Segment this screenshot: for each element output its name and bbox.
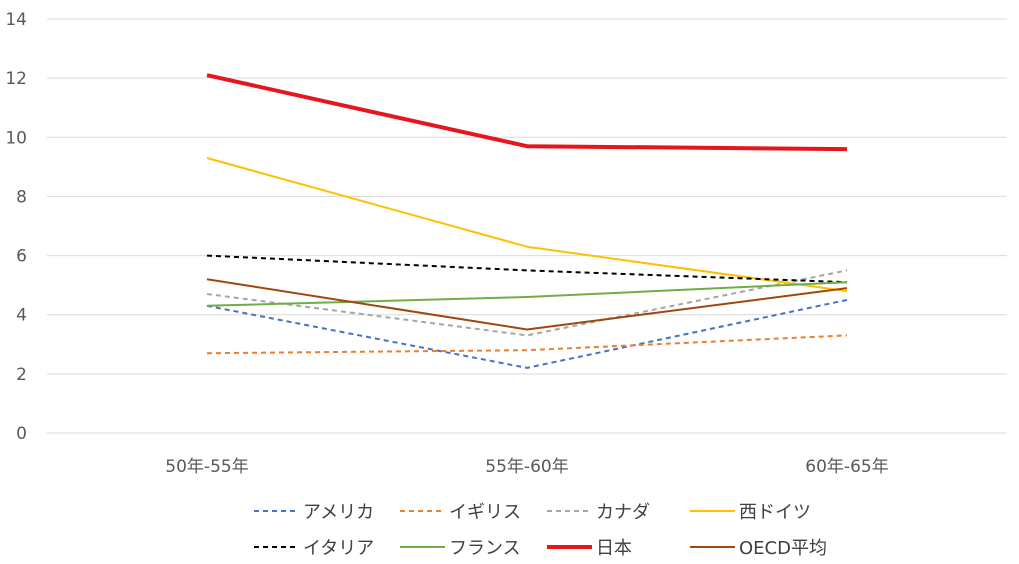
y-tick-label: 10 — [5, 128, 27, 148]
y-tick-label: 14 — [5, 10, 27, 30]
series-line-1 — [206, 298, 848, 369]
legend-item: 日本 — [547, 538, 632, 559]
y-tick-label: 2 — [16, 365, 27, 385]
legend-item: OECD平均 — [690, 538, 827, 559]
legend-label: イギリス — [449, 502, 521, 523]
legend-item: イギリス — [400, 502, 521, 523]
x-tick-label: 60年-65年 — [805, 457, 888, 477]
series-line-2 — [206, 334, 848, 355]
series-lines — [206, 73, 848, 369]
gridlines — [47, 18, 1007, 434]
legend-item: アメリカ — [254, 502, 374, 523]
series-line-5 — [206, 254, 848, 284]
series-line-6 — [206, 281, 848, 307]
legend-label: 日本 — [596, 538, 632, 559]
y-tick-label: 6 — [16, 247, 27, 267]
series-line-7 — [206, 73, 848, 152]
x-tick-label: 55年-60年 — [485, 457, 568, 477]
legend-label: アメリカ — [303, 502, 374, 523]
legend-label: フランス — [449, 538, 521, 559]
legend-label: イタリア — [303, 538, 374, 559]
y-tick-label: 12 — [5, 69, 27, 89]
y-axis-tick-labels: 0 2 4 6 8 10 12 14 — [5, 10, 27, 444]
y-tick-label: 4 — [16, 306, 27, 326]
series-line-4 — [206, 157, 848, 293]
legend-label: 西ドイツ — [739, 502, 811, 523]
series-line-8 — [206, 278, 848, 331]
series-line-3 — [206, 269, 848, 337]
legend-item: フランス — [400, 538, 521, 559]
legend-label: カナダ — [596, 502, 650, 523]
x-axis-tick-labels: 50年-55年 55年-60年 60年-65年 — [165, 457, 888, 477]
legend-item: イタリア — [254, 538, 374, 559]
legend-label: OECD平均 — [739, 538, 827, 559]
legend-item: 西ドイツ — [690, 502, 811, 523]
y-tick-label: 0 — [16, 424, 27, 444]
y-tick-label: 8 — [16, 187, 27, 207]
x-tick-label: 50年-55年 — [165, 457, 248, 477]
legend-item: カナダ — [547, 502, 650, 523]
